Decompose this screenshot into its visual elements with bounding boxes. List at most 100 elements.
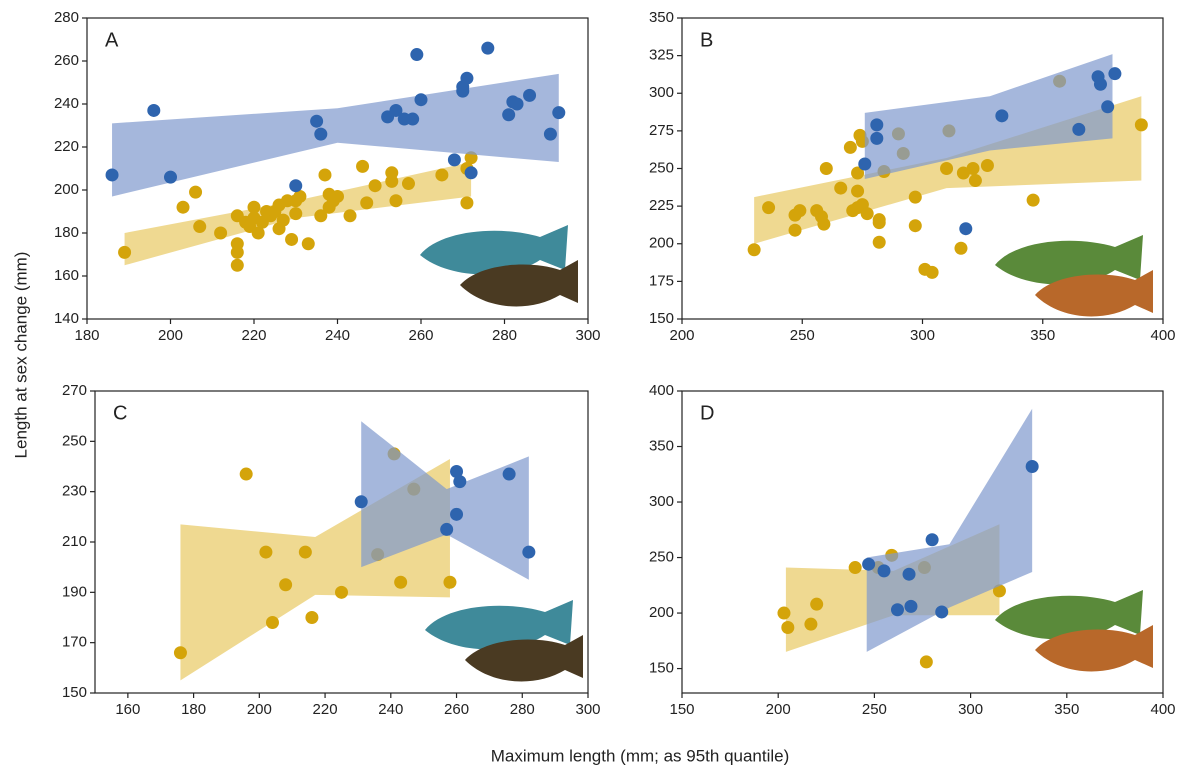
data-point: [1101, 100, 1115, 114]
data-point: [464, 166, 478, 180]
data-point: [872, 235, 886, 249]
y-tick-label: 350: [649, 437, 674, 454]
panel-label: C: [113, 402, 127, 424]
data-point: [502, 467, 516, 481]
data-point: [1026, 193, 1040, 207]
x-tick-label: 300: [958, 701, 983, 718]
x-tick-label: 150: [669, 701, 694, 718]
data-point: [788, 223, 802, 237]
data-point: [935, 605, 949, 619]
data-point: [980, 158, 994, 172]
y-tick-label: 175: [649, 272, 674, 289]
data-point: [1093, 77, 1107, 91]
data-point: [118, 245, 132, 259]
data-point: [230, 258, 244, 272]
data-point: [239, 467, 253, 481]
data-point: [890, 603, 904, 617]
y-tick-label: 260: [54, 52, 79, 69]
data-point: [1134, 118, 1148, 132]
data-point: [762, 201, 776, 215]
fish-illustration: [420, 225, 578, 307]
y-tick-label: 150: [649, 660, 674, 677]
x-tick-label: 300: [575, 327, 600, 344]
data-point: [354, 495, 368, 509]
data-point: [781, 620, 795, 634]
data-point: [279, 578, 293, 592]
data-point: [230, 245, 244, 259]
plot-frame: [681, 17, 1164, 320]
data-point: [843, 140, 857, 154]
data-point: [265, 616, 279, 630]
y-tick-label: 200: [649, 235, 674, 252]
data-point: [858, 157, 872, 171]
fish-shape: [1035, 270, 1153, 317]
data-point: [460, 196, 474, 210]
confidence-band: [112, 73, 559, 197]
y-tick-label: 150: [649, 310, 674, 327]
data-point: [360, 196, 374, 210]
data-point: [435, 168, 449, 182]
data-point: [343, 209, 357, 223]
fish-shape: [425, 600, 573, 650]
data-point: [908, 190, 922, 204]
data-point: [189, 185, 203, 199]
data-point: [817, 217, 831, 231]
data-point: [777, 606, 791, 620]
x-tick-label: 300: [910, 327, 935, 344]
confidence-band: [866, 408, 1033, 652]
x-tick-label: 280: [510, 701, 535, 718]
data-point: [460, 71, 474, 85]
data-point: [385, 166, 399, 180]
data-point: [877, 564, 891, 578]
x-tick-label: 200: [247, 701, 272, 718]
y-tick-label: 300: [649, 84, 674, 101]
data-point: [510, 97, 524, 111]
x-tick-label: 400: [1150, 701, 1175, 718]
data-point: [848, 561, 862, 575]
data-point: [954, 241, 968, 255]
data-point: [851, 166, 865, 180]
data-point: [925, 533, 939, 547]
x-tick-label: 250: [790, 327, 815, 344]
x-tick-label: 240: [378, 701, 403, 718]
x-tick-label: 220: [313, 701, 338, 718]
y-tick-label: 230: [62, 483, 87, 500]
x-tick-label: 300: [575, 701, 600, 718]
fish-shape: [420, 225, 568, 275]
data-point: [164, 170, 177, 184]
y-tick-label: 400: [649, 382, 674, 399]
x-tick-label: 160: [115, 701, 140, 718]
data-point: [401, 177, 415, 191]
data-point: [793, 204, 807, 218]
data-point: [543, 127, 557, 141]
data-point: [870, 131, 884, 145]
data-point: [968, 174, 982, 188]
data-point: [834, 181, 848, 195]
data-point: [747, 243, 761, 257]
y-axis-label: Length at sex change (mm): [11, 252, 30, 459]
y-tick-label: 180: [54, 224, 79, 241]
data-point: [331, 189, 344, 203]
y-tick-label: 325: [649, 47, 674, 64]
x-axis-label: Maximum length (mm; as 95th quantile): [491, 746, 790, 765]
data-point: [992, 584, 1006, 598]
y-tick-label: 240: [54, 95, 79, 112]
data-point: [440, 522, 454, 536]
x-tick-label: 350: [1054, 701, 1079, 718]
y-tick-label: 190: [62, 583, 87, 600]
data-point: [368, 179, 382, 193]
data-point: [872, 216, 886, 230]
data-point: [862, 557, 876, 571]
x-tick-label: 260: [408, 327, 433, 344]
y-tick-label: 250: [649, 549, 674, 566]
y-tick-label: 210: [62, 533, 87, 550]
x-tick-label: 180: [74, 327, 99, 344]
data-point: [298, 545, 312, 559]
fish-shape: [1035, 625, 1153, 672]
data-point: [251, 226, 265, 240]
panel-label: D: [700, 402, 714, 424]
data-point: [908, 219, 922, 233]
x-tick-label: 400: [1150, 327, 1175, 344]
data-point: [810, 597, 824, 611]
